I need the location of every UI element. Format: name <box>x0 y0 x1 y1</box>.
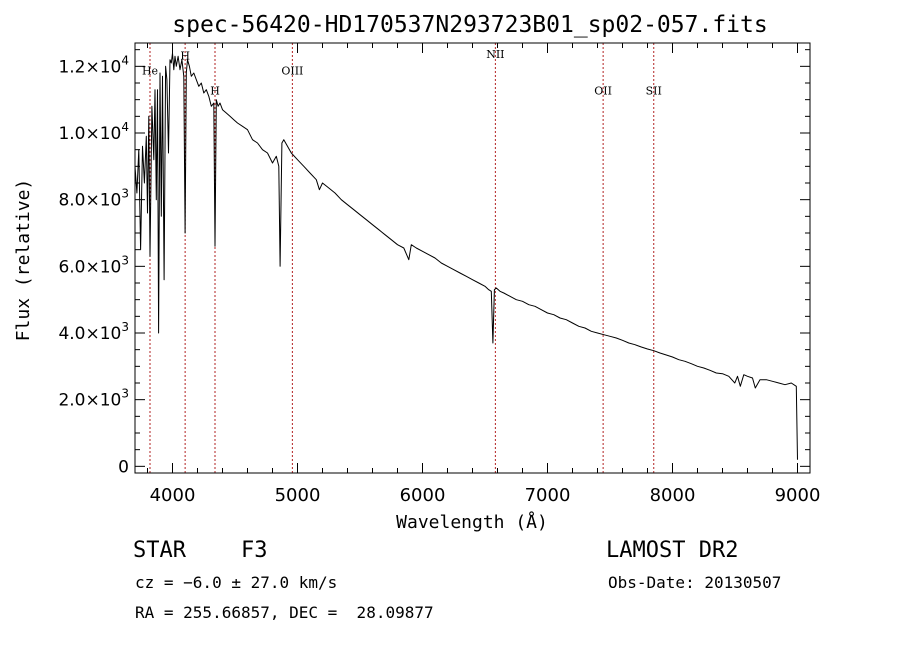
x-tick-label: 5000 <box>275 485 321 506</box>
plot-axes <box>134 42 811 474</box>
y-tick-label: 0 <box>118 457 129 477</box>
y-tick-label: 4.0×103 <box>58 320 129 344</box>
y-axis-ticks: 0 2.0×103 4.0×103 6.0×103 8.0×103 1.0×104 1.2×… <box>58 49 810 477</box>
line-marker-label: OII <box>594 85 612 98</box>
y-tick-label: 8.0×103 <box>58 187 129 211</box>
chart-title: spec-56420-HD170537N293723B01_sp02-057.f… <box>172 12 767 38</box>
plot-frame <box>134 42 811 474</box>
obs-date-label: Obs-Date: 20130507 <box>608 573 782 592</box>
line-marker-label: H <box>180 50 190 63</box>
line-marker-label: H <box>210 85 220 98</box>
line-marker-label: NII <box>486 48 504 61</box>
coordinates-label: RA = 255.66857, DEC = 28.09877 <box>135 603 434 622</box>
x-axis-label: Wavelength (Å) <box>396 511 548 533</box>
y-axis-label: Flux (relative) <box>13 179 34 342</box>
x-tick-label: 4000 <box>150 485 196 506</box>
spectrum-series <box>134 52 798 460</box>
spectrum-line <box>134 52 798 460</box>
object-type-label: STAR <box>133 538 186 563</box>
survey-label: LAMOST DR2 <box>606 538 739 563</box>
x-tick-label: 8000 <box>650 485 696 506</box>
x-tick-label: 9000 <box>775 485 821 506</box>
line-marker-label: SII <box>646 85 662 98</box>
line-marker-label: He <box>142 65 158 78</box>
x-tick-label: 7000 <box>525 485 571 506</box>
emission-line-markers: He H H OIII NII OII SII <box>142 43 662 473</box>
redshift-label: cz = −6.0 ± 27.0 km/s <box>135 573 338 592</box>
y-tick-label: 1.0×104 <box>58 120 129 144</box>
y-tick-label: 1.2×104 <box>58 53 129 77</box>
x-tick-label: 6000 <box>400 485 446 506</box>
spectral-subclass-label: F3 <box>241 538 268 563</box>
y-tick-label: 6.0×103 <box>58 253 129 277</box>
x-axis-ticks: 4000 5000 6000 7000 8000 9000 <box>147 43 821 506</box>
line-marker-label: OIII <box>281 65 303 78</box>
y-tick-label: 2.0×103 <box>58 387 129 411</box>
